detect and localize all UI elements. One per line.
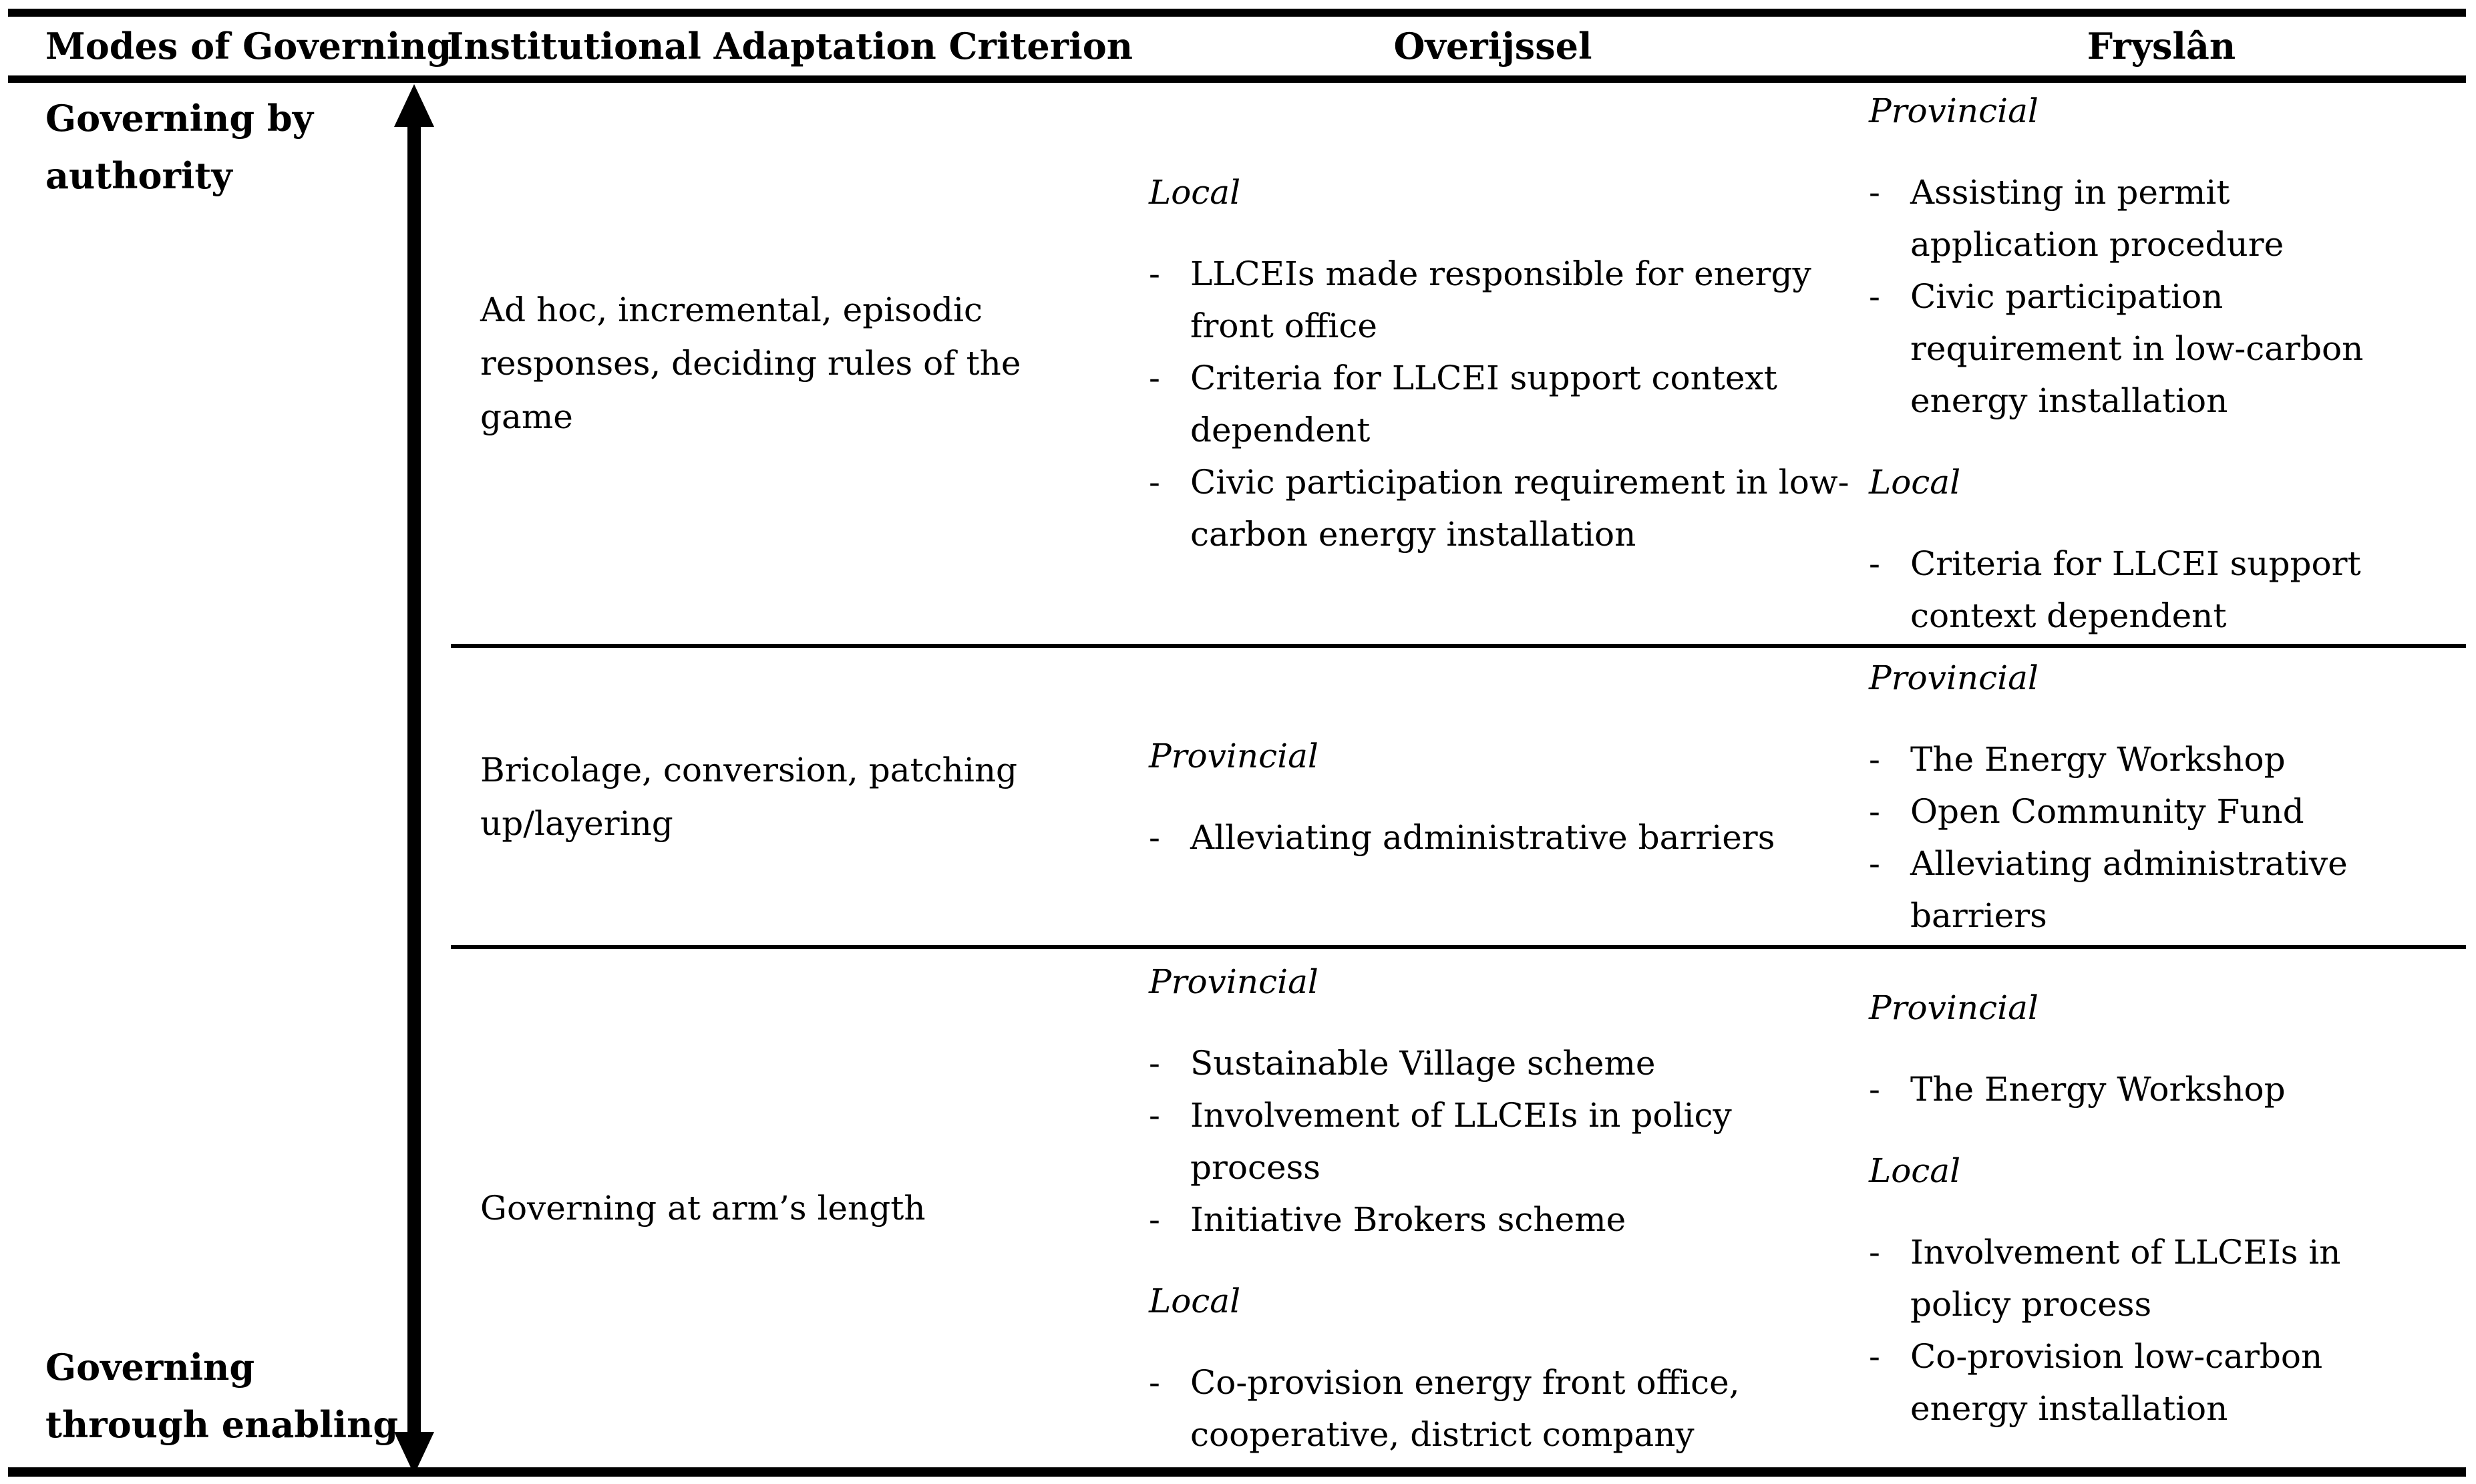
level-label: Local	[1869, 463, 1961, 502]
overijssel-cell: Provincial - Sustainable Village scheme …	[1129, 945, 1857, 1467]
bullet-dash-icon: -	[1149, 359, 1160, 397]
list-item: - Criteria for LLCEI support context dep…	[1149, 352, 1851, 456]
bullet-text: Criteria for LLCEI support context depen…	[1910, 544, 2361, 635]
bullet-text: LLCEIs made responsible for energy front…	[1190, 254, 1811, 345]
list-item: - Alleviating administrative barriers	[1869, 838, 2419, 942]
bullet-dash-icon: -	[1869, 1070, 1880, 1109]
list-item: - The Energy Workshop	[1869, 733, 2419, 785]
bullet-text: Alleviating administrative barriers	[1910, 844, 2348, 935]
fryslan-cell: Provincial - The Energy Workshop - Open …	[1857, 644, 2466, 945]
bullet-dash-icon: -	[1869, 844, 1880, 883]
level-label: Local	[1869, 1151, 1961, 1190]
fryslan-cell: Provincial - The Energy Workshop Local -…	[1857, 945, 2466, 1467]
list-item: - Open Community Fund	[1869, 785, 2419, 838]
bullet-text: Sustainable Village scheme	[1190, 1044, 1656, 1083]
table-row: Ad hoc, incremental, episodic responses,…	[8, 83, 2466, 644]
bullet-text: Civic participation requirement in low-c…	[1190, 463, 1849, 554]
criterion-text: Bricolage, conversion, patching up/layer…	[480, 750, 1018, 843]
bullet-text: The Energy Workshop	[1910, 1070, 2286, 1109]
table-row: Governing at arm’s length Provincial - S…	[8, 945, 2466, 1467]
modes-column-spacer	[8, 644, 451, 945]
criterion-text: Governing at arm’s length	[480, 1189, 926, 1228]
level-label: Provincial	[1149, 736, 1318, 775]
bullet-dash-icon: -	[1869, 1337, 1880, 1376]
bullet-dash-icon: -	[1149, 1044, 1160, 1083]
bullet-dash-icon: -	[1869, 791, 1880, 831]
level-label: Local	[1149, 173, 1241, 212]
list-item: - LLCEIs made responsible for energy fro…	[1149, 248, 1851, 352]
modes-column-spacer	[8, 83, 451, 644]
bullet-dash-icon: -	[1149, 1096, 1160, 1135]
bullet-dash-icon: -	[1869, 277, 1880, 316]
header-row: Modes of Governing Institutional Adaptat…	[8, 17, 2466, 83]
header-overijssel: Overijssel	[1393, 25, 1592, 67]
bullet-text: Open Community Fund	[1910, 791, 2304, 831]
criterion-cell: Governing at arm’s length	[451, 945, 1129, 1467]
header-fryslan: Fryslân	[2087, 25, 2236, 67]
bullet-text: Initiative Brokers scheme	[1190, 1200, 1626, 1239]
level-label: Provincial	[1869, 658, 2039, 697]
list-item: - Initiative Brokers scheme	[1149, 1193, 1851, 1246]
list-item: - The Energy Workshop	[1869, 1063, 2419, 1115]
bullet-dash-icon: -	[1869, 1233, 1880, 1272]
list-item: - Co-provision low-carbon energy install…	[1869, 1330, 2419, 1435]
header-institutional-adaptation-criterion: Institutional Adaptation Criterion	[447, 25, 1133, 67]
criterion-cell: Ad hoc, incremental, episodic responses,…	[451, 83, 1129, 644]
fryslan-cell: Provincial - Assisting in permit applica…	[1857, 83, 2466, 644]
bullet-dash-icon: -	[1869, 544, 1880, 583]
level-label: Provincial	[1869, 91, 2039, 130]
overijssel-cell: Local - LLCEIs made responsible for ener…	[1129, 83, 1857, 644]
bullet-dash-icon: -	[1149, 1363, 1160, 1402]
governance-modes-table: Modes of Governing Institutional Adaptat…	[8, 9, 2466, 1477]
list-item: - Alleviating administrative barriers	[1149, 811, 1851, 864]
bullet-text: Co-provision low-carbon energy installat…	[1910, 1337, 2323, 1428]
bullet-text: Alleviating administrative barriers	[1190, 817, 1775, 857]
list-item: - Criteria for LLCEI support context dep…	[1869, 538, 2419, 642]
table-row: Bricolage, conversion, patching up/layer…	[8, 644, 2466, 945]
criterion-cell: Bricolage, conversion, patching up/layer…	[451, 644, 1129, 945]
level-label: Provincial	[1149, 962, 1318, 1001]
list-item: - Involvement of LLCEIs in policy proces…	[1149, 1089, 1851, 1193]
bullet-text: Involvement of LLCEIs in policy process	[1910, 1233, 2341, 1324]
bullet-dash-icon: -	[1869, 739, 1880, 779]
bullet-dash-icon: -	[1149, 463, 1160, 502]
bullet-text: Involvement of LLCEIs in policy process	[1190, 1096, 1732, 1187]
list-item: - Civic participation requirement in low…	[1149, 456, 1851, 560]
bullet-dash-icon: -	[1869, 173, 1880, 212]
bullet-text: Civic participation requirement in low-c…	[1910, 277, 2364, 420]
bullet-text: Co-provision energy front office, cooper…	[1190, 1363, 1740, 1454]
overijssel-cell: Provincial - Alleviating administrative …	[1129, 644, 1857, 945]
bullet-dash-icon: -	[1149, 254, 1160, 293]
bullet-text: Criteria for LLCEI support context depen…	[1190, 359, 1777, 449]
list-item: - Civic participation requirement in low…	[1869, 270, 2419, 427]
criterion-text: Ad hoc, incremental, episodic responses,…	[480, 291, 1021, 436]
level-label: Local	[1149, 1282, 1241, 1320]
bullet-text: The Energy Workshop	[1910, 739, 2286, 779]
bullet-dash-icon: -	[1149, 817, 1160, 857]
header-modes-of-governing: Modes of Governing	[45, 25, 452, 67]
list-item: - Co-provision energy front office, coop…	[1149, 1356, 1851, 1461]
bullet-text: Assisting in permit application procedur…	[1910, 173, 2284, 264]
list-item: - Sustainable Village scheme	[1149, 1037, 1851, 1089]
bullet-dash-icon: -	[1149, 1200, 1160, 1239]
level-label: Provincial	[1869, 988, 2039, 1027]
list-item: - Involvement of LLCEIs in policy proces…	[1869, 1226, 2419, 1330]
modes-column-spacer	[8, 945, 451, 1467]
list-item: - Assisting in permit application proced…	[1869, 166, 2419, 270]
